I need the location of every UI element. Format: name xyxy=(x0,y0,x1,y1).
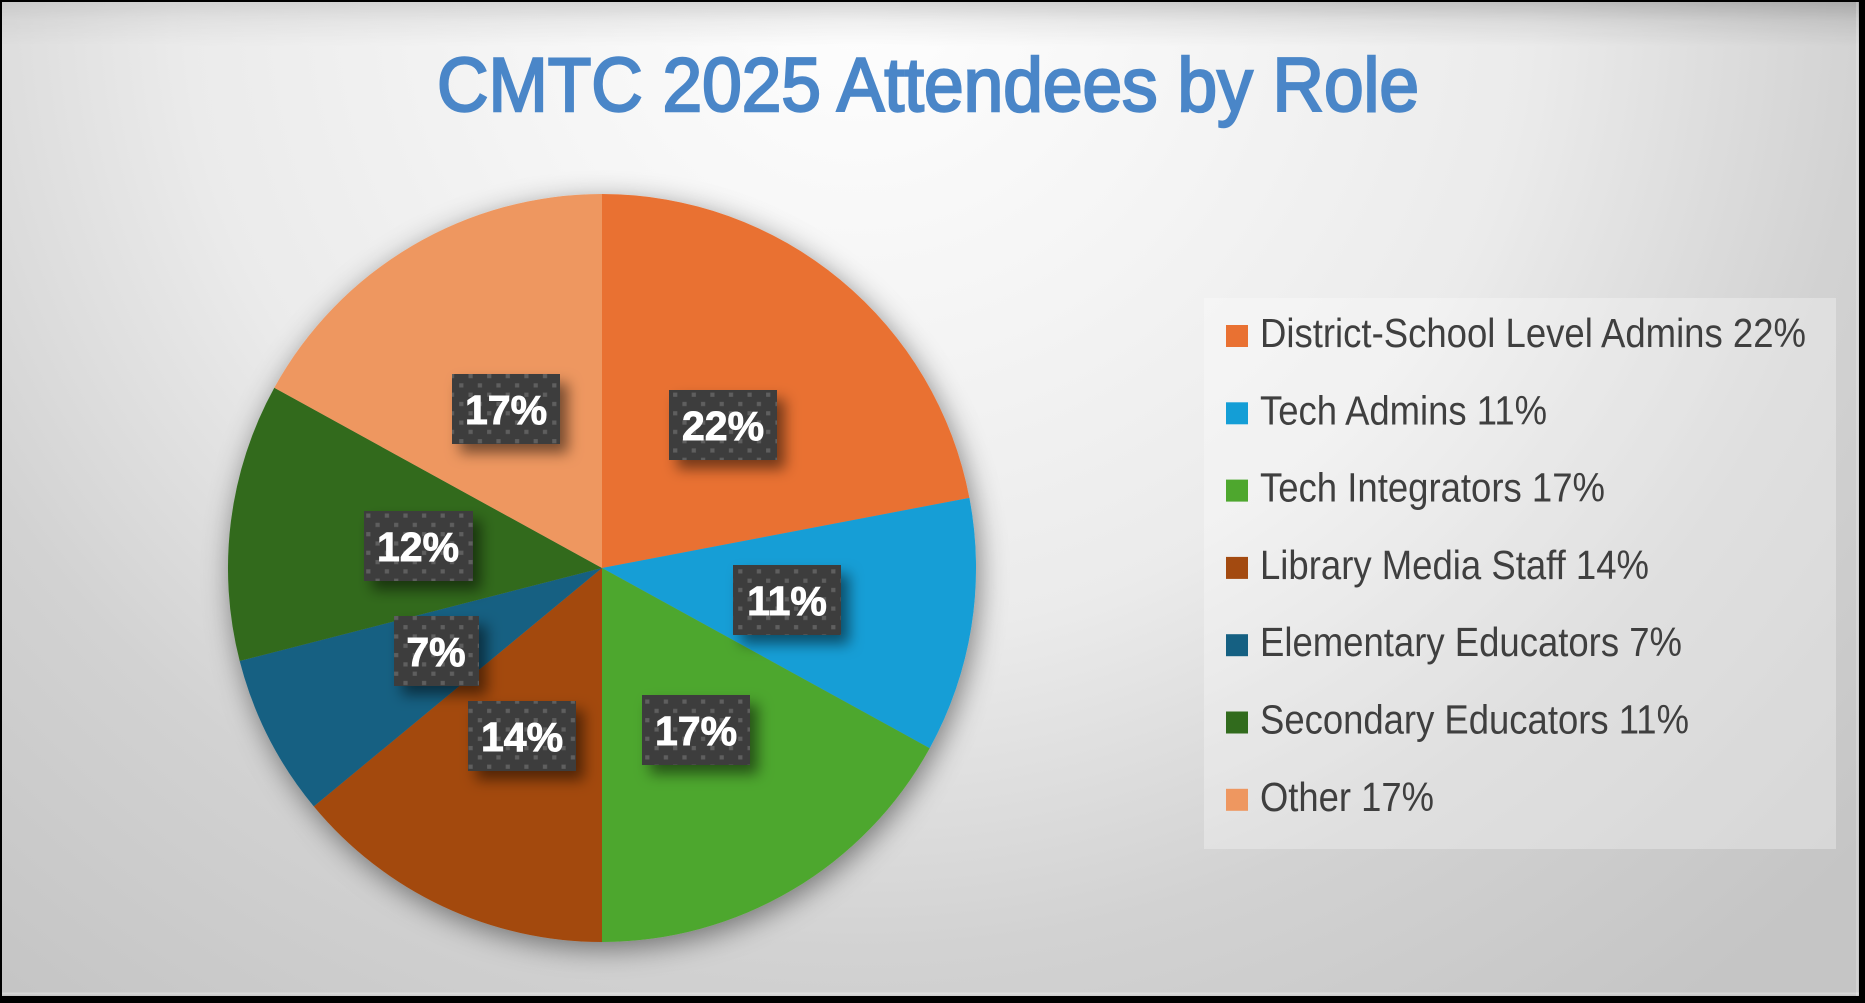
svg-text:11%: 11% xyxy=(747,578,827,624)
svg-text:Elementary Educators 7%: Elementary Educators 7% xyxy=(1260,619,1682,665)
svg-text:District-School Level Admins 2: District-School Level Admins 22% xyxy=(1260,310,1806,356)
svg-text:14%: 14% xyxy=(481,714,563,760)
svg-text:Library Media Staff 14%: Library Media Staff 14% xyxy=(1260,542,1649,588)
svg-text:7%: 7% xyxy=(406,629,465,675)
svg-text:Tech Admins 11%: Tech Admins 11% xyxy=(1260,387,1547,433)
svg-text:17%: 17% xyxy=(655,708,737,754)
svg-text:17%: 17% xyxy=(465,387,547,433)
svg-text:Other 17%: Other 17% xyxy=(1260,774,1434,820)
svg-text:CMTC 2025 Attendees by Role: CMTC 2025 Attendees by Role xyxy=(437,43,1419,128)
svg-text:Tech Integrators 17%: Tech Integrators 17% xyxy=(1260,465,1605,511)
svg-text:Secondary Educators 11%: Secondary Educators 11% xyxy=(1260,697,1689,743)
svg-text:22%: 22% xyxy=(682,403,764,449)
svg-text:12%: 12% xyxy=(377,524,459,570)
